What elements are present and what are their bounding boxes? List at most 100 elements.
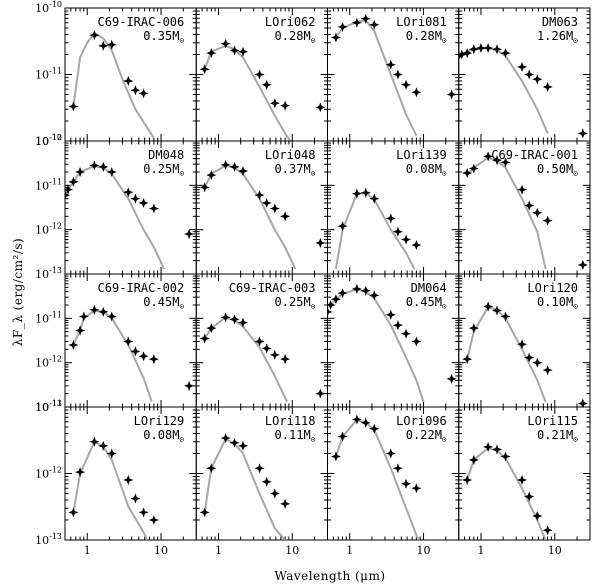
photometry-point xyxy=(392,69,403,80)
object-mass: 0.28M⊙ xyxy=(406,29,447,45)
panel-plot-area xyxy=(334,187,422,270)
y-tick-label: 10-11 xyxy=(35,177,62,192)
photometry-point xyxy=(138,197,149,208)
photometry-point xyxy=(123,187,134,198)
object-mass: 0.08M⊙ xyxy=(406,162,447,178)
panel-plot-area xyxy=(65,160,195,270)
photometry-point xyxy=(148,514,159,525)
photometry-point xyxy=(238,317,249,328)
photometry-point xyxy=(577,398,588,407)
photometry-point xyxy=(468,163,479,174)
photometry-point xyxy=(500,48,511,59)
photometry-point xyxy=(351,414,362,425)
photometry-point xyxy=(330,294,341,305)
photometry-point xyxy=(492,44,503,55)
photometry-point xyxy=(138,88,149,99)
object-name: LOri139 xyxy=(396,148,447,162)
photometry-point xyxy=(130,193,141,204)
photometry-point xyxy=(392,226,403,237)
model-sed-curve xyxy=(72,440,149,540)
x-tick-label: 10 xyxy=(548,544,562,557)
photometry-point xyxy=(130,346,141,357)
photometry-point xyxy=(98,306,109,317)
y-tick-label: 10-13 xyxy=(35,399,62,414)
photometry-point xyxy=(492,444,503,455)
panel-plot-area xyxy=(199,433,291,540)
photometry-point xyxy=(106,39,117,50)
photometry-point xyxy=(98,440,109,451)
photometry-point xyxy=(462,474,473,485)
panel-plot-area xyxy=(68,30,155,139)
photometry-point xyxy=(500,157,511,168)
photometry-point xyxy=(411,336,422,347)
photometry-point xyxy=(462,354,473,365)
panel-plot-area xyxy=(199,312,326,403)
object-name: LOri096 xyxy=(396,414,447,428)
x-tick-label: 10 xyxy=(417,544,431,557)
panel-plot-area xyxy=(68,304,195,403)
photometry-point xyxy=(462,167,473,178)
photometry-point xyxy=(65,190,70,201)
model-sed-curve xyxy=(335,19,418,137)
photometry-point xyxy=(492,305,503,316)
photometry-point xyxy=(123,75,134,86)
object-name: C69-IRAC-003 xyxy=(229,281,316,295)
photometry-point xyxy=(483,442,494,453)
photometry-point xyxy=(446,89,457,100)
photometry-point xyxy=(199,182,210,193)
object-name: LOri048 xyxy=(265,148,316,162)
object-mass: 0.08M⊙ xyxy=(143,428,184,444)
photometry-point xyxy=(542,525,553,536)
photometry-point xyxy=(532,357,543,368)
model-sed-curve xyxy=(461,47,549,134)
photometry-point xyxy=(411,240,422,251)
photometry-point xyxy=(500,311,511,322)
model-sed-curve xyxy=(203,316,289,403)
photometry-point xyxy=(337,21,348,32)
photometry-point xyxy=(468,454,479,465)
photometry-point xyxy=(360,13,371,24)
photometry-point xyxy=(199,64,210,75)
photometry-point xyxy=(65,184,74,195)
object-mass: 0.11M⊙ xyxy=(275,428,316,444)
photometry-point xyxy=(254,336,265,347)
object-mass: 0.21M⊙ xyxy=(537,428,578,444)
photometry-point xyxy=(98,161,109,172)
photometry-point xyxy=(517,474,528,485)
photometry-point xyxy=(468,323,479,334)
x-tick-label: 1 xyxy=(346,544,353,557)
y-tick-label: 10-10 xyxy=(35,133,62,148)
model-sed-curve xyxy=(334,192,416,270)
photometry-point xyxy=(261,197,272,208)
photometry-point xyxy=(542,81,553,92)
photometry-point xyxy=(351,188,362,199)
photometry-point xyxy=(220,38,231,49)
object-name: LOri115 xyxy=(527,414,578,428)
photometry-point xyxy=(315,102,326,113)
photometry-point xyxy=(138,351,149,362)
photometry-point xyxy=(68,176,79,187)
photometry-point xyxy=(492,155,503,166)
panel-plot-area xyxy=(199,159,326,270)
photometry-point xyxy=(184,228,195,239)
photometry-point xyxy=(327,306,333,317)
photometry-point xyxy=(458,49,467,60)
object-mass: 0.45M⊙ xyxy=(143,295,184,311)
model-sed-curve xyxy=(466,156,547,270)
panel-plot-area xyxy=(458,43,588,139)
photometry-point xyxy=(229,437,240,448)
photometry-point xyxy=(542,215,553,226)
photometry-point xyxy=(148,354,159,365)
photometry-point xyxy=(369,290,380,301)
object-name: LOri062 xyxy=(265,15,316,29)
photometry-point xyxy=(130,85,141,96)
photometry-point xyxy=(280,354,291,365)
photometry-point xyxy=(238,440,249,451)
photometry-point xyxy=(123,474,134,485)
